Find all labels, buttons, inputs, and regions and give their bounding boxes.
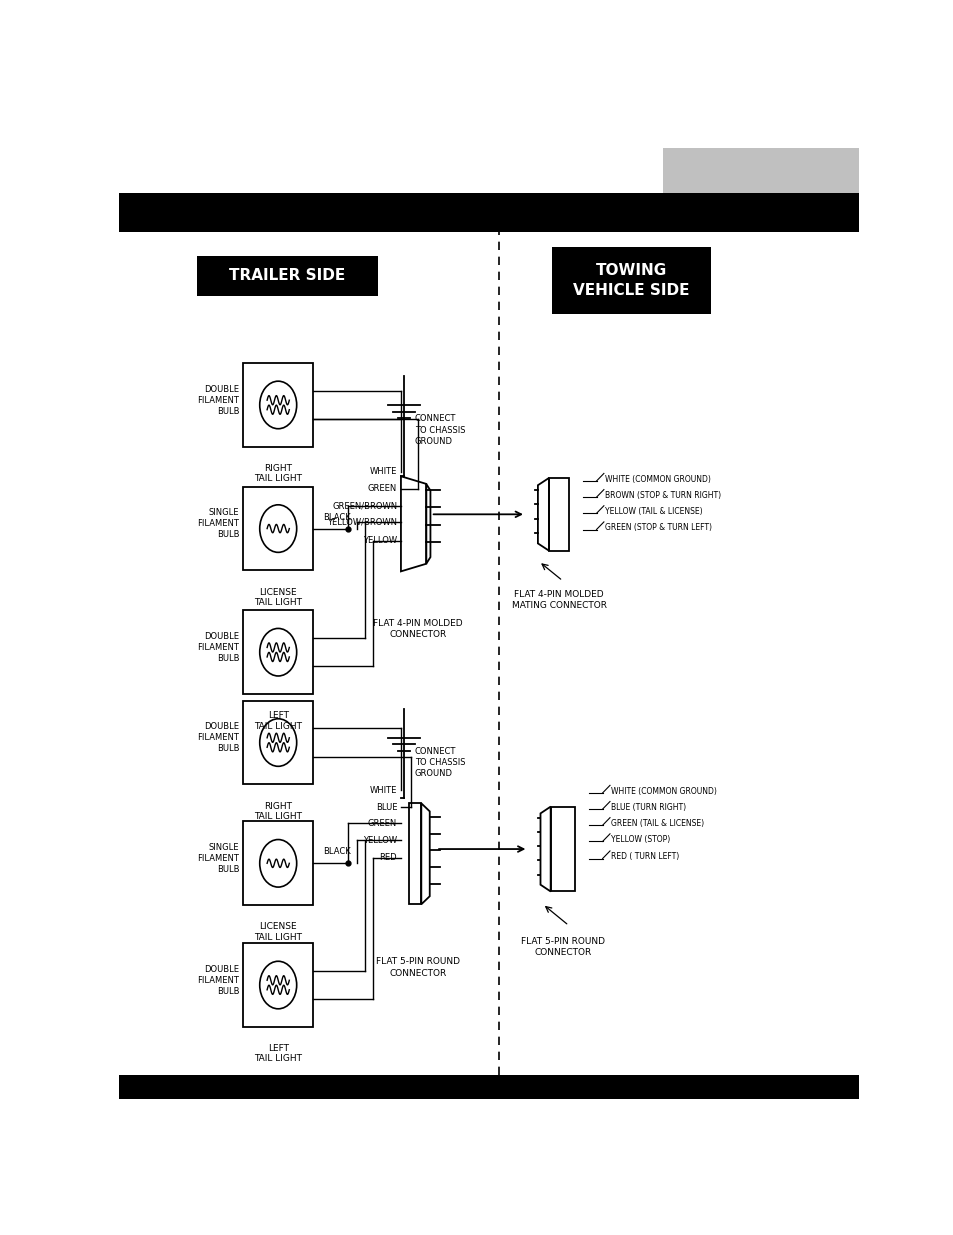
Text: GREEN (STOP & TURN LEFT): GREEN (STOP & TURN LEFT) [605,524,712,532]
Text: GREEN/BROWN: GREEN/BROWN [332,501,396,510]
Text: GREEN: GREEN [368,819,396,827]
Text: WHITE (COMMON GROUND): WHITE (COMMON GROUND) [611,787,717,795]
Text: BLACK: BLACK [323,847,351,856]
Text: WHITE (COMMON GROUND): WHITE (COMMON GROUND) [605,474,711,484]
Text: CONNECT
TO CHASSIS
GROUND: CONNECT TO CHASSIS GROUND [415,415,465,446]
Text: LICENSE
TAIL LIGHT: LICENSE TAIL LIGHT [253,588,302,606]
Text: BLUE: BLUE [375,803,396,811]
Text: LICENSE
TAIL LIGHT: LICENSE TAIL LIGHT [253,923,302,941]
Bar [551,247,710,314]
Bar [662,148,858,193]
Text: LEFT
TAIL LIGHT: LEFT TAIL LIGHT [253,711,302,731]
Text: YELLOW: YELLOW [363,536,396,546]
Bar [119,193,858,232]
Bar [196,256,377,295]
Text: YELLOW/BROWN: YELLOW/BROWN [327,517,396,526]
Text: RED ( TURN LEFT): RED ( TURN LEFT) [611,852,679,861]
Text: FLAT 4-PIN MOLDED
MATING CONNECTOR: FLAT 4-PIN MOLDED MATING CONNECTOR [511,590,606,610]
Text: TRAILER SIDE: TRAILER SIDE [229,268,345,283]
Text: GREEN (TAIL & LICENSE): GREEN (TAIL & LICENSE) [611,819,704,827]
Text: BROWN (STOP & TURN RIGHT): BROWN (STOP & TURN RIGHT) [605,490,720,500]
Text: RIGHT
TAIL LIGHT: RIGHT TAIL LIGHT [253,802,302,821]
Bar [243,700,313,784]
Text: DOUBLE
FILAMENT
BULB: DOUBLE FILAMENT BULB [197,722,239,753]
Text: YELLOW (STOP): YELLOW (STOP) [611,835,670,844]
Bar [243,487,313,571]
Text: GREEN: GREEN [368,484,396,493]
Text: DOUBLE
FILAMENT
BULB: DOUBLE FILAMENT BULB [197,384,239,416]
Text: SINGLE
FILAMENT
BULB: SINGLE FILAMENT BULB [197,509,239,540]
Text: RED: RED [379,853,396,862]
Text: RIGHT
TAIL LIGHT: RIGHT TAIL LIGHT [253,464,302,483]
Text: YELLOW: YELLOW [363,836,396,845]
Text: WHITE: WHITE [370,785,396,794]
Text: BLACK: BLACK [323,513,351,521]
Text: BLUE (TURN RIGHT): BLUE (TURN RIGHT) [611,803,686,811]
Bar [408,803,421,904]
Text: YELLOW (TAIL & LICENSE): YELLOW (TAIL & LICENSE) [605,506,702,516]
Bar [243,363,313,447]
Bar [243,944,313,1026]
Bar [548,478,569,551]
Text: CONNECT
TO CHASSIS
GROUND: CONNECT TO CHASSIS GROUND [415,747,465,778]
Text: DOUBLE
FILAMENT
BULB: DOUBLE FILAMENT BULB [197,632,239,663]
Text: FLAT 5-PIN ROUND
CONNECTOR: FLAT 5-PIN ROUND CONNECTOR [520,937,604,957]
Text: SINGLE
FILAMENT
BULB: SINGLE FILAMENT BULB [197,844,239,874]
Bar [550,806,575,892]
Bar [119,1076,858,1099]
Bar [243,821,313,905]
Text: WHITE: WHITE [370,467,396,475]
Bar [243,610,313,694]
Text: FLAT 4-PIN MOLDED
CONNECTOR: FLAT 4-PIN MOLDED CONNECTOR [373,619,462,638]
Text: FLAT 5-PIN ROUND
CONNECTOR: FLAT 5-PIN ROUND CONNECTOR [375,957,459,978]
Text: DOUBLE
FILAMENT
BULB: DOUBLE FILAMENT BULB [197,965,239,995]
Text: LEFT
TAIL LIGHT: LEFT TAIL LIGHT [253,1044,302,1063]
Text: TOWING
VEHICLE SIDE: TOWING VEHICLE SIDE [573,263,689,298]
